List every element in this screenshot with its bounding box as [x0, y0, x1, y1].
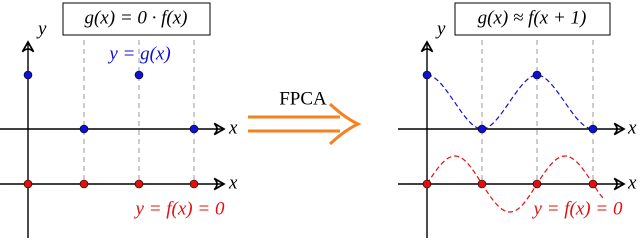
point: [134, 179, 144, 189]
axis-label: x: [627, 172, 637, 193]
curve-label: y = f(x) = 0: [134, 198, 225, 219]
point: [422, 70, 432, 80]
left-panel: y x x g(x) = 0 · f(x) y = g(x) y = f(x) …: [0, 2, 238, 238]
curve-label: y = f(x) = 0: [532, 198, 623, 219]
curve-label: y = g(x): [107, 43, 170, 64]
point: [422, 179, 432, 189]
title: g(x) = 0 · f(x): [84, 7, 187, 28]
point: [477, 124, 487, 134]
point: [23, 70, 33, 80]
point: [79, 124, 89, 134]
title-box: [454, 2, 611, 36]
point: [477, 179, 487, 189]
curve: [426, 155, 605, 213]
arrow-label: FPCA: [279, 88, 327, 109]
axis-label: x: [228, 172, 238, 193]
point: [79, 179, 89, 189]
curve: [426, 74, 594, 130]
point: [23, 179, 33, 189]
axis-label: y: [36, 18, 47, 39]
title-box: [62, 2, 211, 36]
point: [189, 124, 199, 134]
point: [588, 124, 598, 134]
point: [588, 179, 598, 189]
transform-arrow: FPCA: [248, 88, 362, 146]
arrow: [248, 102, 362, 146]
point: [134, 70, 144, 80]
point: [532, 70, 542, 80]
axis-label: y: [435, 18, 446, 39]
title: g(x) ≈ f(x + 1): [478, 7, 587, 28]
point: [532, 179, 542, 189]
axis-label: x: [228, 117, 238, 138]
axis-label: x: [627, 117, 637, 138]
point: [189, 179, 199, 189]
right-panel: y x x g(x) ≈ f(x + 1) y = f(x) = 0: [398, 2, 637, 238]
